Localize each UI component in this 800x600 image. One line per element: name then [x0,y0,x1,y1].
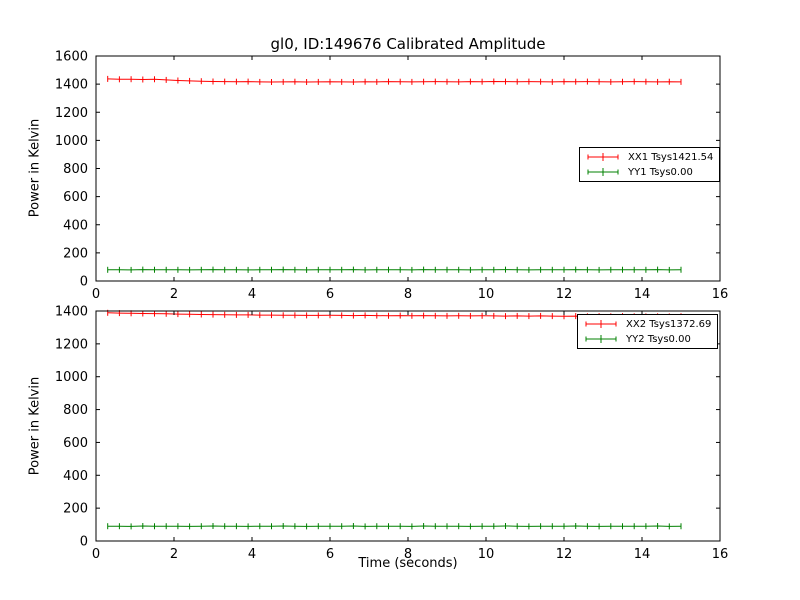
legend-entry-xx2: XX2 Tsys1372.69 [584,318,711,330]
x-tick-label: 4 [248,547,256,562]
y-tick-label: 1000 [55,134,88,149]
legend-label-xx1: XX1 Tsys1421.54 [628,151,714,163]
x-tick-label: 2 [170,287,178,302]
x-tick-label: 16 [712,547,729,562]
y-tick-label: 200 [63,246,88,261]
y-axis-label-top: Power in Kelvin [27,118,43,218]
legend-top-subplot: XX1 Tsys1421.54 YY1 Tsys0.00 [579,147,721,182]
series-yy2 [107,523,682,530]
x-tick-label: 8 [404,287,412,302]
series-yy1 [107,266,682,273]
y-tick-label: 400 [63,469,88,484]
legend-label-yy1: YY1 Tsys0.00 [628,166,693,178]
x-tick-label: 0 [92,287,100,302]
y-axis-label-bottom: Power in Kelvin [27,376,43,476]
errorbar-sample-icon [587,153,619,161]
x-tick-label: 10 [478,287,495,302]
x-tick-label: 14 [634,547,651,562]
subplot-1: 0 2 4 6 8 10 12 14 16 0 200 400 600 800 1000 1200 1400 [55,305,728,563]
x-tick-label: 2 [170,547,178,562]
x-tick-label: 12 [556,287,573,302]
y-tick-label: 1400 [55,305,88,320]
y-tick-label: 400 [63,218,88,233]
legend-label-yy2: YY2 Tsys0.00 [626,333,691,345]
errorbar-sample-icon [585,320,617,328]
y-tick-label: 0 [80,535,88,550]
y-tick-label: 1200 [55,106,88,121]
x-tick-label: 14 [634,287,651,302]
x-tick-label: 10 [478,547,495,562]
chart-title: gl0, ID:149676 Calibrated Amplitude [270,35,546,53]
legend-entry-yy1: YY1 Tsys0.00 [586,166,713,178]
y-tick-label: 1600 [55,50,88,65]
subplot-0: 0 2 4 6 8 10 12 14 16 0 200 400 600 800 1000 1200 1400 16… [55,50,728,303]
y-tick-label: 1000 [55,370,88,385]
y-tick-label: 0 [80,275,88,290]
x-tick-label: 0 [92,547,100,562]
legend-entry-yy2: YY2 Tsys0.00 [584,333,711,345]
y-tick-label: 800 [63,403,88,418]
y-tick-label: 1200 [55,337,88,352]
x-tick-label: 16 [712,287,729,302]
x-axis-label: Time (seconds) [358,556,458,571]
x-tick-label: 6 [326,287,334,302]
y-tick-label: 200 [63,502,88,517]
x-tick-label: 4 [248,287,256,302]
errorbar-sample-icon [585,335,617,343]
series-xx1 [107,75,682,85]
y-tick-label: 600 [63,190,88,205]
x-tick-label: 12 [556,547,573,562]
x-tick-label: 6 [326,547,334,562]
legend-bottom-subplot: XX2 Tsys1372.69 YY2 Tsys0.00 [577,314,719,349]
errorbar-sample-icon [587,168,619,176]
legend-entry-xx1: XX1 Tsys1421.54 [586,151,713,163]
y-tick-label: 600 [63,436,88,451]
x-tick-label: 8 [404,547,412,562]
y-tick-label: 800 [63,162,88,177]
y-tick-label: 1400 [55,78,88,93]
legend-label-xx2: XX2 Tsys1372.69 [626,318,712,330]
